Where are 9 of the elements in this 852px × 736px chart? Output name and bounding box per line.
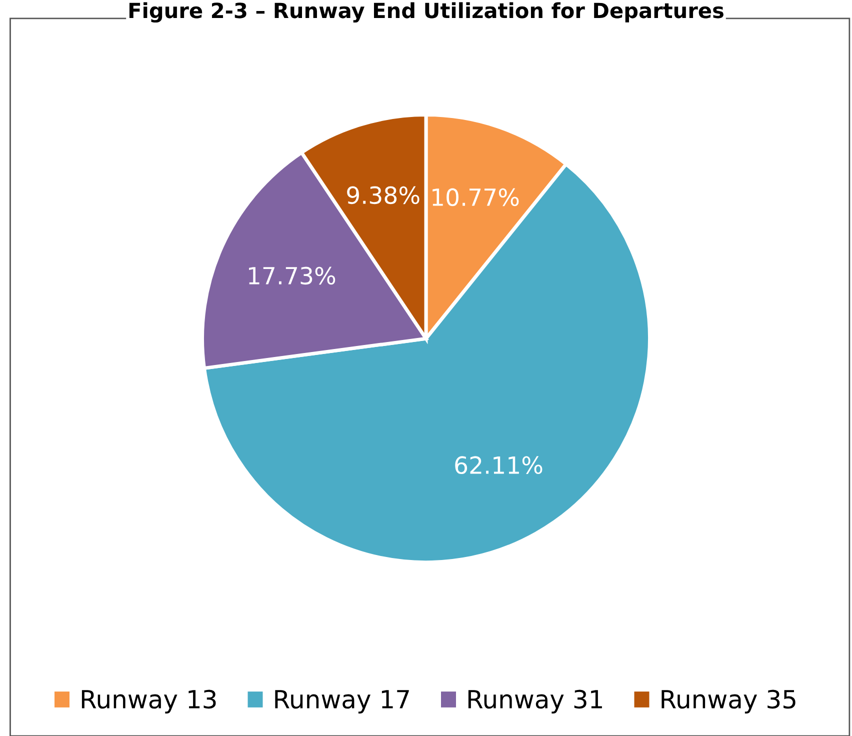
data-label: 62.11% [455, 456, 542, 474]
data-label: 17.73% [249, 266, 336, 285]
legend-label: Runway 13 [82, 690, 216, 714]
legend-label: Runway 35 [662, 690, 796, 714]
legend-label: Runway 31 [468, 690, 602, 714]
data-label: 9.38% [347, 186, 420, 204]
data-label: 10.77% [432, 188, 519, 206]
chart-title: Figure 2-3 – Runway End Utilization for Departures [129, 2, 724, 23]
legend-label: Runway 17 [275, 690, 409, 714]
